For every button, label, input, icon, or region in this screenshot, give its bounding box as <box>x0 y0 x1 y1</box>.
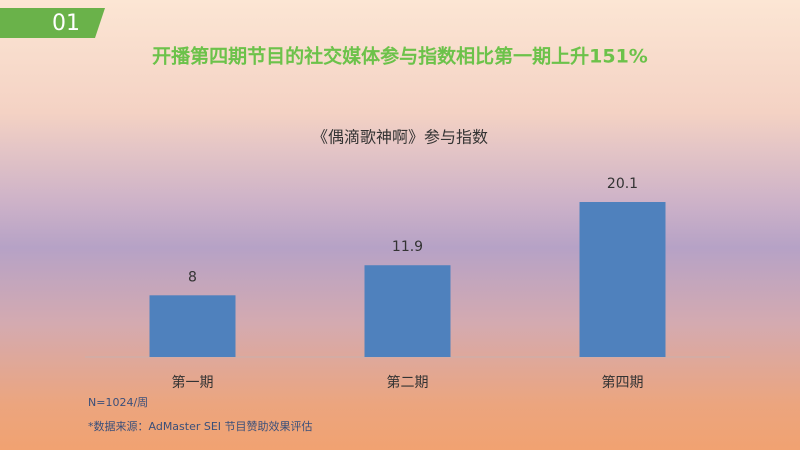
chart-title: 《偶滴歌神啊》参与指数 <box>312 128 488 147</box>
value-label: 11.9 <box>392 239 423 255</box>
value-label: 20.1 <box>607 176 638 192</box>
badge-shape <box>0 8 105 38</box>
badge: 01 <box>52 11 80 36</box>
sample-note: N=1024/周 <box>88 396 148 409</box>
bar <box>149 295 236 357</box>
x-tick-label: 第二期 <box>387 374 429 391</box>
x-tick-label: 第四期 <box>602 374 644 391</box>
x-tick-label: 第一期 <box>172 374 214 391</box>
bar <box>364 265 451 357</box>
headline: 开播第四期节目的社交媒体参与指数相比第一期上升151% <box>152 45 648 68</box>
source-note: *数据来源：AdMaster SEI 节目赞助效果评估 <box>88 419 313 433</box>
value-label: 8 <box>188 269 197 285</box>
bar <box>579 202 666 357</box>
